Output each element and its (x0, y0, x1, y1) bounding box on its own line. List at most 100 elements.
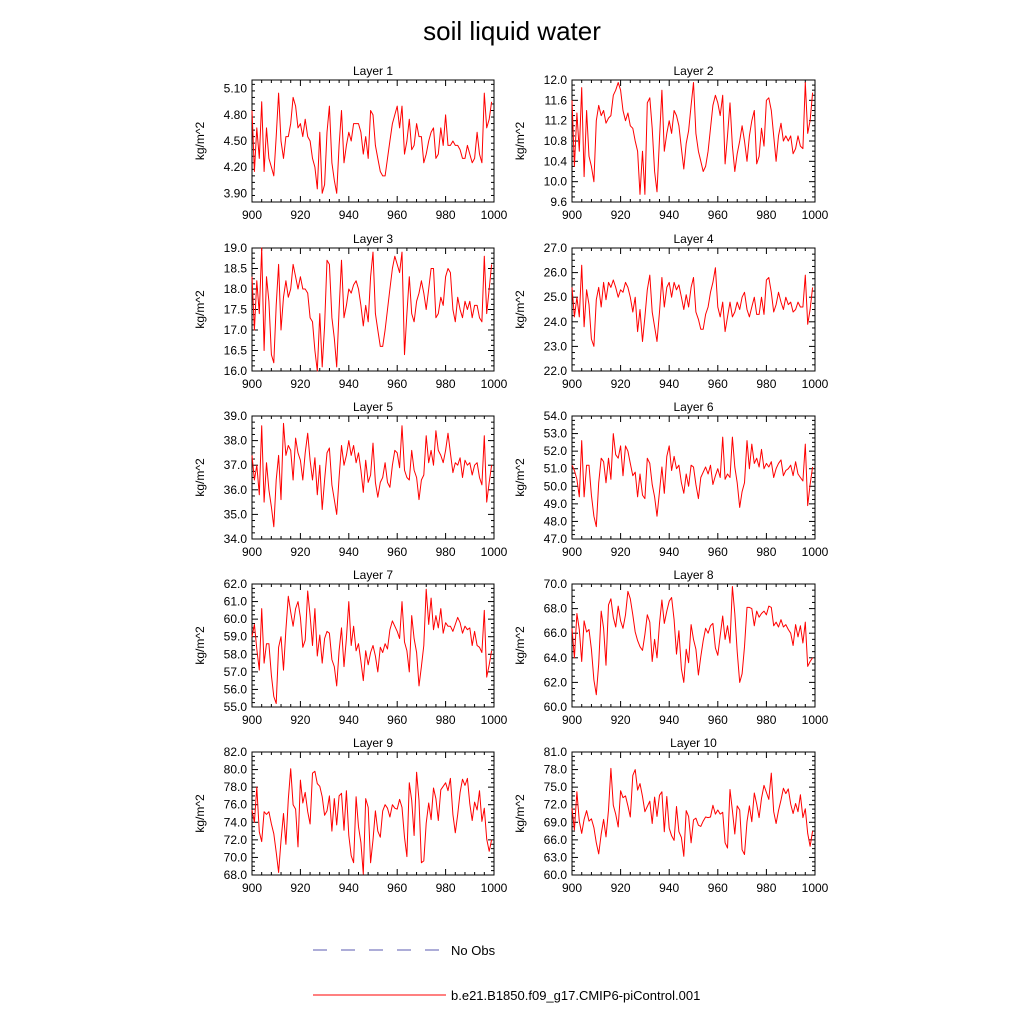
series-line-layer-2 (571, 82, 814, 195)
x-tick-label: 960 (387, 377, 407, 391)
x-tick-label: 980 (436, 545, 456, 559)
plot-frame (571, 79, 816, 203)
y-tick-label: 49.0 (544, 497, 568, 511)
series-line-layer-8 (571, 586, 814, 696)
series-line-layer-3 (251, 247, 493, 372)
y-tick-label: 70.0 (224, 850, 248, 864)
y-tick-label: 78.0 (224, 780, 248, 794)
series-line-layer-9 (251, 768, 493, 875)
y-tick-label: 17.0 (224, 323, 248, 337)
x-tick-label: 920 (290, 377, 310, 391)
x-tick-label: 960 (708, 208, 728, 222)
panel-layer-9: Layer 9 kg/m^2 900 920 940 960 980 1000 68.0 70.0… (193, 736, 508, 895)
y-tick-label: 66.0 (544, 626, 568, 640)
y-tick-label: 76.0 (224, 798, 248, 812)
x-tick-label: 960 (708, 881, 728, 895)
y-tick-label: 69.0 (544, 815, 568, 829)
panel-layer-10: Layer 10 kg/m^2 900 920 940 960 980 1000 60.0 63.… (513, 736, 829, 895)
x-tick-label: 1000 (802, 208, 829, 222)
y-tick-label: 23.0 (544, 339, 568, 353)
x-tick-label: 980 (756, 377, 776, 391)
x-tick-label: 980 (436, 881, 456, 895)
x-tick-label: 940 (339, 208, 359, 222)
y-tick-label: 82.0 (224, 745, 248, 759)
x-tick-label: 940 (659, 881, 679, 895)
panel-title: Layer 2 (673, 64, 713, 78)
x-tick-label: 900 (562, 377, 582, 391)
y-axis-label: kg/m^2 (513, 458, 527, 497)
panel-layer-4: Layer 4 kg/m^2 900 920 940 960 980 1000 22.0 23.0… (513, 232, 829, 391)
x-tick-label: 960 (387, 208, 407, 222)
y-tick-label: 10.0 (544, 175, 568, 189)
x-tick-label: 980 (436, 377, 456, 391)
panel-title: Layer 5 (353, 400, 393, 414)
y-tick-label: 68.0 (544, 602, 568, 616)
x-tick-label: 900 (242, 545, 262, 559)
y-tick-label: 80.0 (224, 763, 248, 777)
y-tick-label: 12.0 (544, 73, 568, 87)
panel-layer-6: Layer 6 kg/m^2 900 920 940 960 980 1000 47.0 48.0… (513, 400, 829, 559)
y-tick-label: 66.0 (544, 833, 568, 847)
panel-layer-5: Layer 5 kg/m^2 900 920 940 960 980 1000 34.0 35.0… (193, 400, 508, 559)
y-tick-label: 18.5 (224, 262, 248, 276)
y-tick-label: 26.0 (544, 266, 568, 280)
panel-layer-1: Layer 1 kg/m^2 900 920 940 960 980 1000 3.90 4.20… (193, 64, 508, 222)
x-tick-label: 940 (659, 377, 679, 391)
y-tick-label: 37.0 (224, 458, 248, 472)
y-tick-label: 4.80 (224, 108, 248, 122)
y-tick-label: 75.0 (544, 780, 568, 794)
series-line-layer-6 (571, 433, 814, 528)
panel-title: Layer 3 (353, 232, 393, 246)
y-tick-label: 52.0 (544, 444, 568, 458)
y-tick-label: 4.50 (224, 134, 248, 148)
panel-title: Layer 8 (673, 568, 713, 582)
x-tick-label: 940 (339, 377, 359, 391)
y-tick-label: 10.4 (544, 154, 568, 168)
x-tick-label: 900 (562, 881, 582, 895)
x-tick-label: 1000 (481, 377, 508, 391)
x-tick-label: 900 (562, 545, 582, 559)
y-tick-label: 35.0 (224, 507, 248, 521)
y-axis-label: kg/m^2 (193, 290, 207, 329)
x-tick-label: 920 (611, 881, 631, 895)
y-tick-label: 19.0 (224, 241, 248, 255)
y-tick-label: 17.5 (224, 303, 248, 317)
series-line-layer-7 (251, 588, 493, 704)
y-tick-label: 62.0 (224, 577, 248, 591)
x-tick-label: 920 (290, 545, 310, 559)
y-axis-label: kg/m^2 (193, 794, 207, 833)
y-tick-label: 55.0 (224, 700, 248, 714)
panel-title: Layer 6 (673, 400, 713, 414)
plot-frame (571, 415, 816, 540)
panel-layer-7: Layer 7 kg/m^2 900 920 940 960 980 1000 55.0 56.0… (193, 568, 508, 727)
y-tick-label: 51.0 (544, 462, 568, 476)
y-tick-label: 60.0 (544, 700, 568, 714)
x-tick-label: 960 (708, 713, 728, 727)
panel-title: Layer 10 (670, 736, 717, 750)
y-axis-label: kg/m^2 (513, 626, 527, 665)
y-tick-label: 70.0 (544, 577, 568, 591)
panel-layer-8: Layer 8 kg/m^2 900 920 940 960 980 1000 60.0 62.0… (513, 568, 829, 727)
series-line-layer-5 (251, 422, 493, 528)
plot-frame (571, 583, 816, 708)
series-line-layer-1 (251, 92, 493, 194)
y-tick-label: 48.0 (544, 514, 568, 528)
y-tick-label: 81.0 (544, 745, 568, 759)
x-tick-label: 920 (290, 208, 310, 222)
panels: Layer 1 kg/m^2 900 920 940 960 980 1000 3.90 4.20… (193, 64, 829, 895)
x-tick-label: 1000 (481, 881, 508, 895)
y-tick-label: 11.2 (545, 114, 568, 128)
x-tick-label: 960 (387, 713, 407, 727)
y-tick-label: 18.0 (224, 282, 248, 296)
x-tick-label: 960 (708, 377, 728, 391)
y-tick-label: 38.0 (224, 434, 248, 448)
y-axis-label: kg/m^2 (193, 626, 207, 665)
x-tick-label: 980 (756, 208, 776, 222)
y-tick-label: 16.0 (224, 364, 248, 378)
y-tick-label: 60.0 (544, 868, 568, 882)
x-tick-label: 920 (290, 881, 310, 895)
y-tick-label: 5.10 (224, 82, 248, 96)
x-tick-label: 980 (756, 713, 776, 727)
y-tick-label: 10.8 (544, 134, 568, 148)
